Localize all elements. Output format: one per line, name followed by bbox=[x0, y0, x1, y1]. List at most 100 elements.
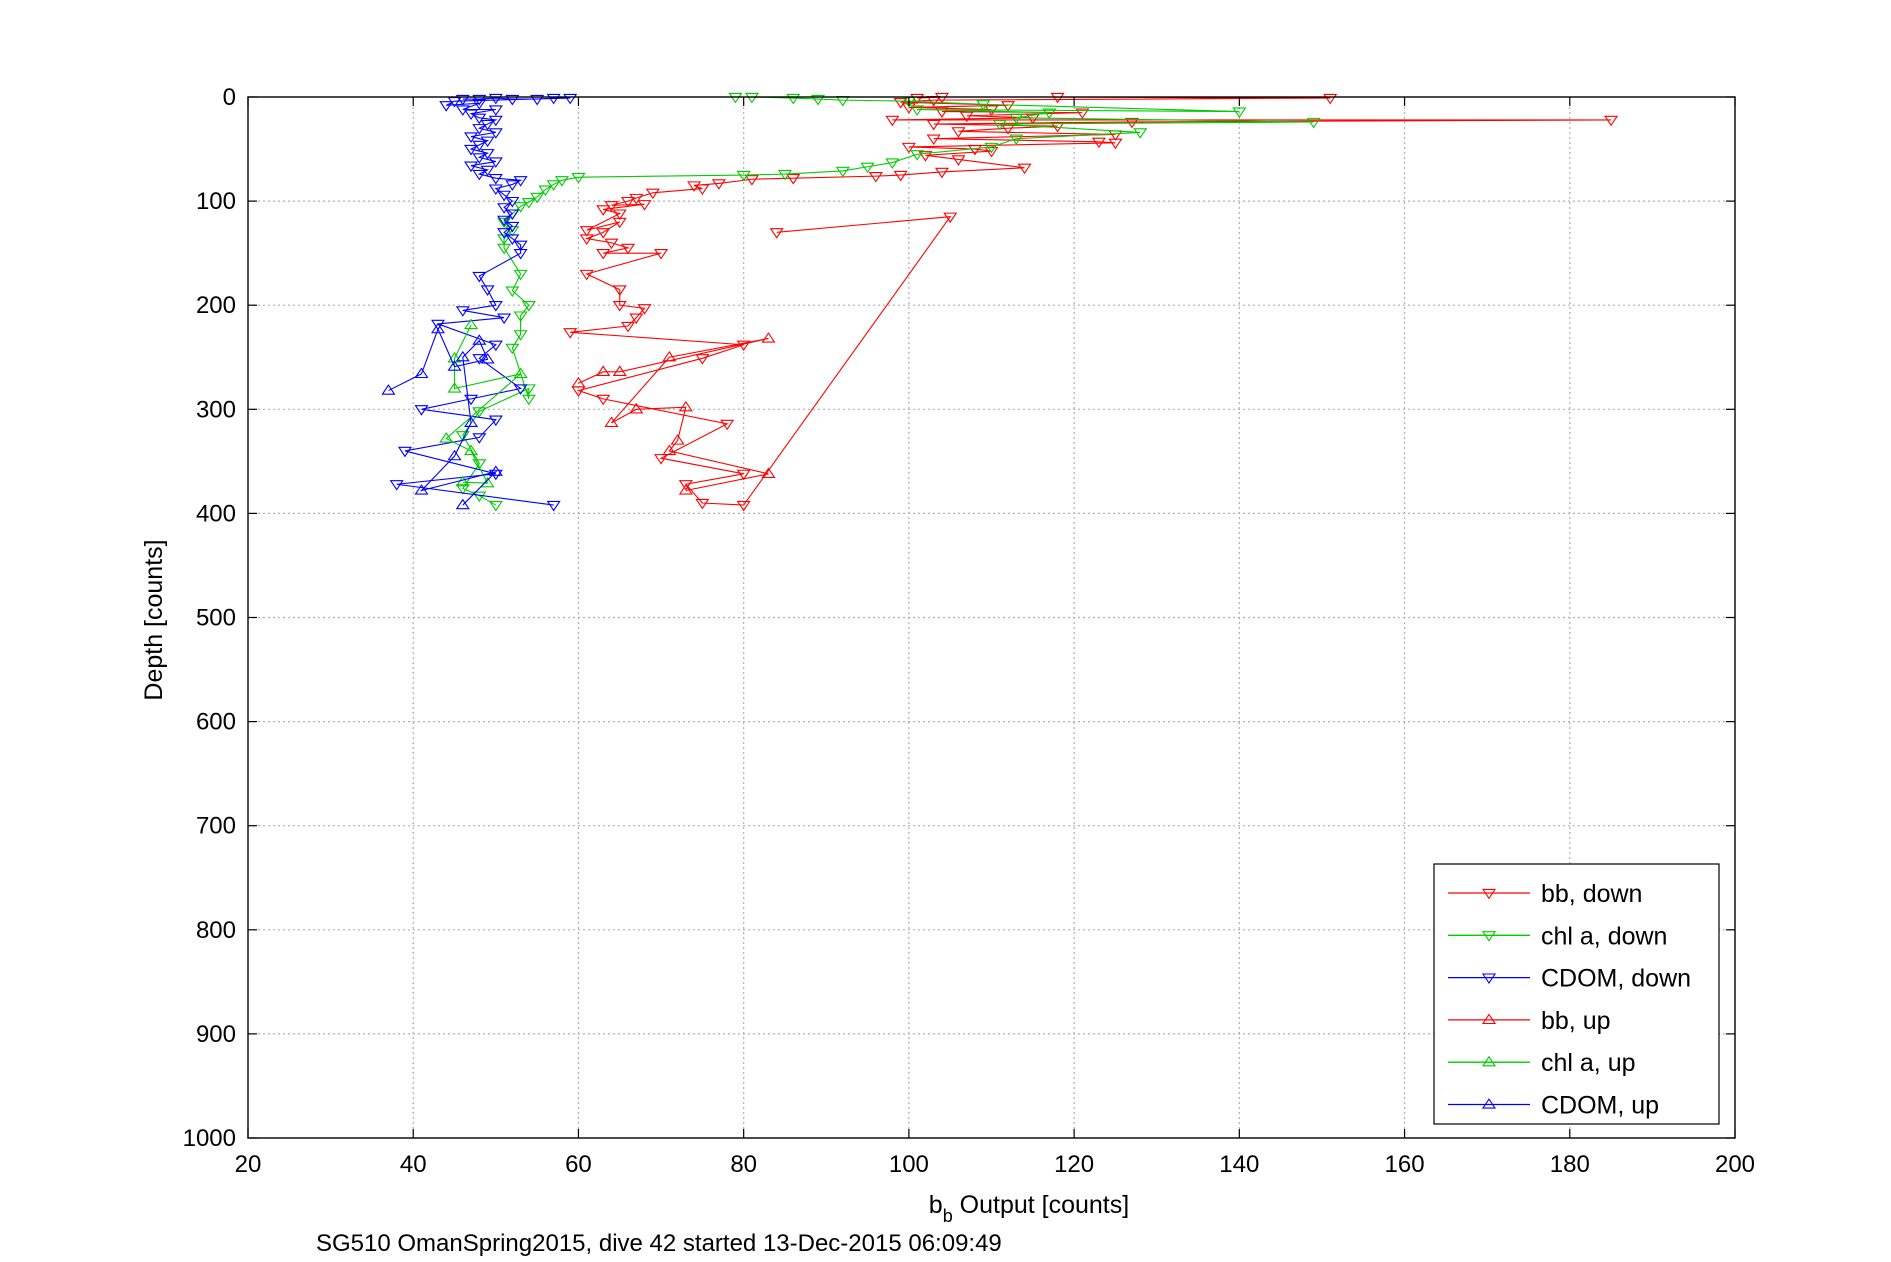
data-point bbox=[769, 228, 784, 239]
data-point bbox=[530, 192, 545, 204]
data-point bbox=[447, 449, 462, 461]
data-point bbox=[786, 93, 801, 105]
x-tick-label: 140 bbox=[1219, 1151, 1259, 1178]
data-point bbox=[430, 319, 446, 331]
x-tick-label: 80 bbox=[730, 1151, 757, 1178]
x-tick-label: 200 bbox=[1715, 1151, 1755, 1178]
data-point bbox=[596, 365, 611, 376]
legend-label: chl a, up bbox=[1541, 1049, 1636, 1077]
data-point bbox=[926, 134, 941, 146]
y-tick-label: 600 bbox=[196, 709, 236, 736]
data-point bbox=[455, 484, 470, 495]
data-point bbox=[497, 203, 512, 214]
data-point bbox=[736, 340, 751, 352]
legend-swatch-marker bbox=[1481, 1055, 1497, 1067]
data-point bbox=[596, 249, 611, 260]
series-cdom-down bbox=[389, 93, 578, 512]
data-point bbox=[480, 476, 495, 488]
x-tick-label: 160 bbox=[1385, 1151, 1425, 1178]
data-point bbox=[455, 498, 470, 510]
x-axis-label: bb Output [counts] bbox=[929, 1191, 1129, 1226]
data-point bbox=[464, 318, 479, 330]
data-point bbox=[521, 394, 536, 406]
legend-item: CDOM, down bbox=[1448, 965, 1691, 993]
data-point bbox=[967, 144, 983, 156]
data-point bbox=[505, 234, 520, 245]
data-point bbox=[736, 170, 751, 182]
series-bb-down bbox=[563, 92, 1619, 512]
data-point bbox=[447, 382, 462, 393]
data-point bbox=[464, 444, 479, 456]
data-point bbox=[654, 454, 669, 465]
data-point bbox=[711, 179, 726, 190]
y-tick-label: 1000 bbox=[183, 1125, 236, 1152]
data-point bbox=[637, 304, 652, 315]
data-point bbox=[579, 226, 594, 237]
data-point bbox=[505, 221, 520, 233]
data-point bbox=[414, 484, 429, 495]
data-point bbox=[1042, 108, 1057, 120]
data-point bbox=[505, 343, 520, 355]
data-point bbox=[488, 93, 503, 105]
data-point bbox=[629, 193, 644, 205]
y-tick-label: 300 bbox=[196, 396, 236, 423]
data-point bbox=[488, 128, 503, 139]
y-tick-label: 800 bbox=[196, 917, 236, 944]
data-point bbox=[488, 157, 503, 168]
data-point bbox=[744, 92, 759, 104]
data-point bbox=[414, 405, 429, 416]
data-point bbox=[497, 234, 512, 245]
data-point bbox=[488, 415, 503, 427]
data-point bbox=[480, 352, 495, 364]
data-point bbox=[612, 217, 627, 229]
data-point bbox=[918, 151, 933, 162]
data-point bbox=[612, 365, 627, 376]
data-point bbox=[893, 98, 908, 109]
figure-caption: SG510 OmanSpring2015, dive 42 started 13… bbox=[316, 1230, 1002, 1257]
series-line-bb-up bbox=[578, 337, 769, 492]
data-point bbox=[513, 249, 528, 260]
data-point bbox=[513, 367, 528, 379]
data-point bbox=[695, 354, 710, 365]
x-tick-label: 60 bbox=[565, 1151, 592, 1178]
data-point bbox=[439, 432, 454, 443]
series-chl-a-down bbox=[455, 92, 1321, 512]
data-point bbox=[579, 234, 594, 245]
data-point bbox=[629, 313, 644, 325]
y-tick-label: 400 bbox=[196, 500, 236, 527]
data-point bbox=[951, 155, 966, 166]
data-point bbox=[480, 285, 495, 296]
data-point bbox=[1009, 134, 1024, 146]
y-tick-label: 200 bbox=[196, 292, 236, 319]
data-point bbox=[546, 93, 561, 105]
legend-item: chl a, up bbox=[1448, 1049, 1636, 1077]
data-point bbox=[389, 480, 404, 491]
data-point bbox=[455, 94, 470, 106]
legend-swatch-marker bbox=[1481, 973, 1497, 984]
data-point bbox=[505, 209, 520, 220]
series-line-cdom-down bbox=[396, 97, 571, 506]
data-point bbox=[645, 188, 660, 200]
data-point bbox=[934, 167, 949, 179]
data-point bbox=[397, 446, 412, 458]
data-point bbox=[777, 169, 792, 181]
data-point bbox=[720, 419, 735, 431]
legend-swatch-marker bbox=[1481, 1013, 1497, 1025]
data-point bbox=[439, 101, 454, 112]
data-point bbox=[505, 286, 520, 298]
data-point bbox=[736, 500, 751, 512]
y-tick-label: 0 bbox=[223, 84, 236, 111]
data-point bbox=[662, 444, 677, 456]
legend-item: bb, up bbox=[1448, 1007, 1611, 1035]
data-point bbox=[546, 500, 561, 512]
data-point bbox=[934, 107, 949, 118]
legend-label: CDOM, down bbox=[1541, 965, 1691, 993]
data-point bbox=[728, 92, 743, 104]
data-point bbox=[455, 306, 470, 317]
data-point bbox=[455, 350, 470, 362]
data-point bbox=[604, 416, 619, 427]
data-point bbox=[1108, 138, 1123, 150]
legend-label: CDOM, up bbox=[1541, 1092, 1659, 1120]
data-point bbox=[1075, 108, 1090, 120]
